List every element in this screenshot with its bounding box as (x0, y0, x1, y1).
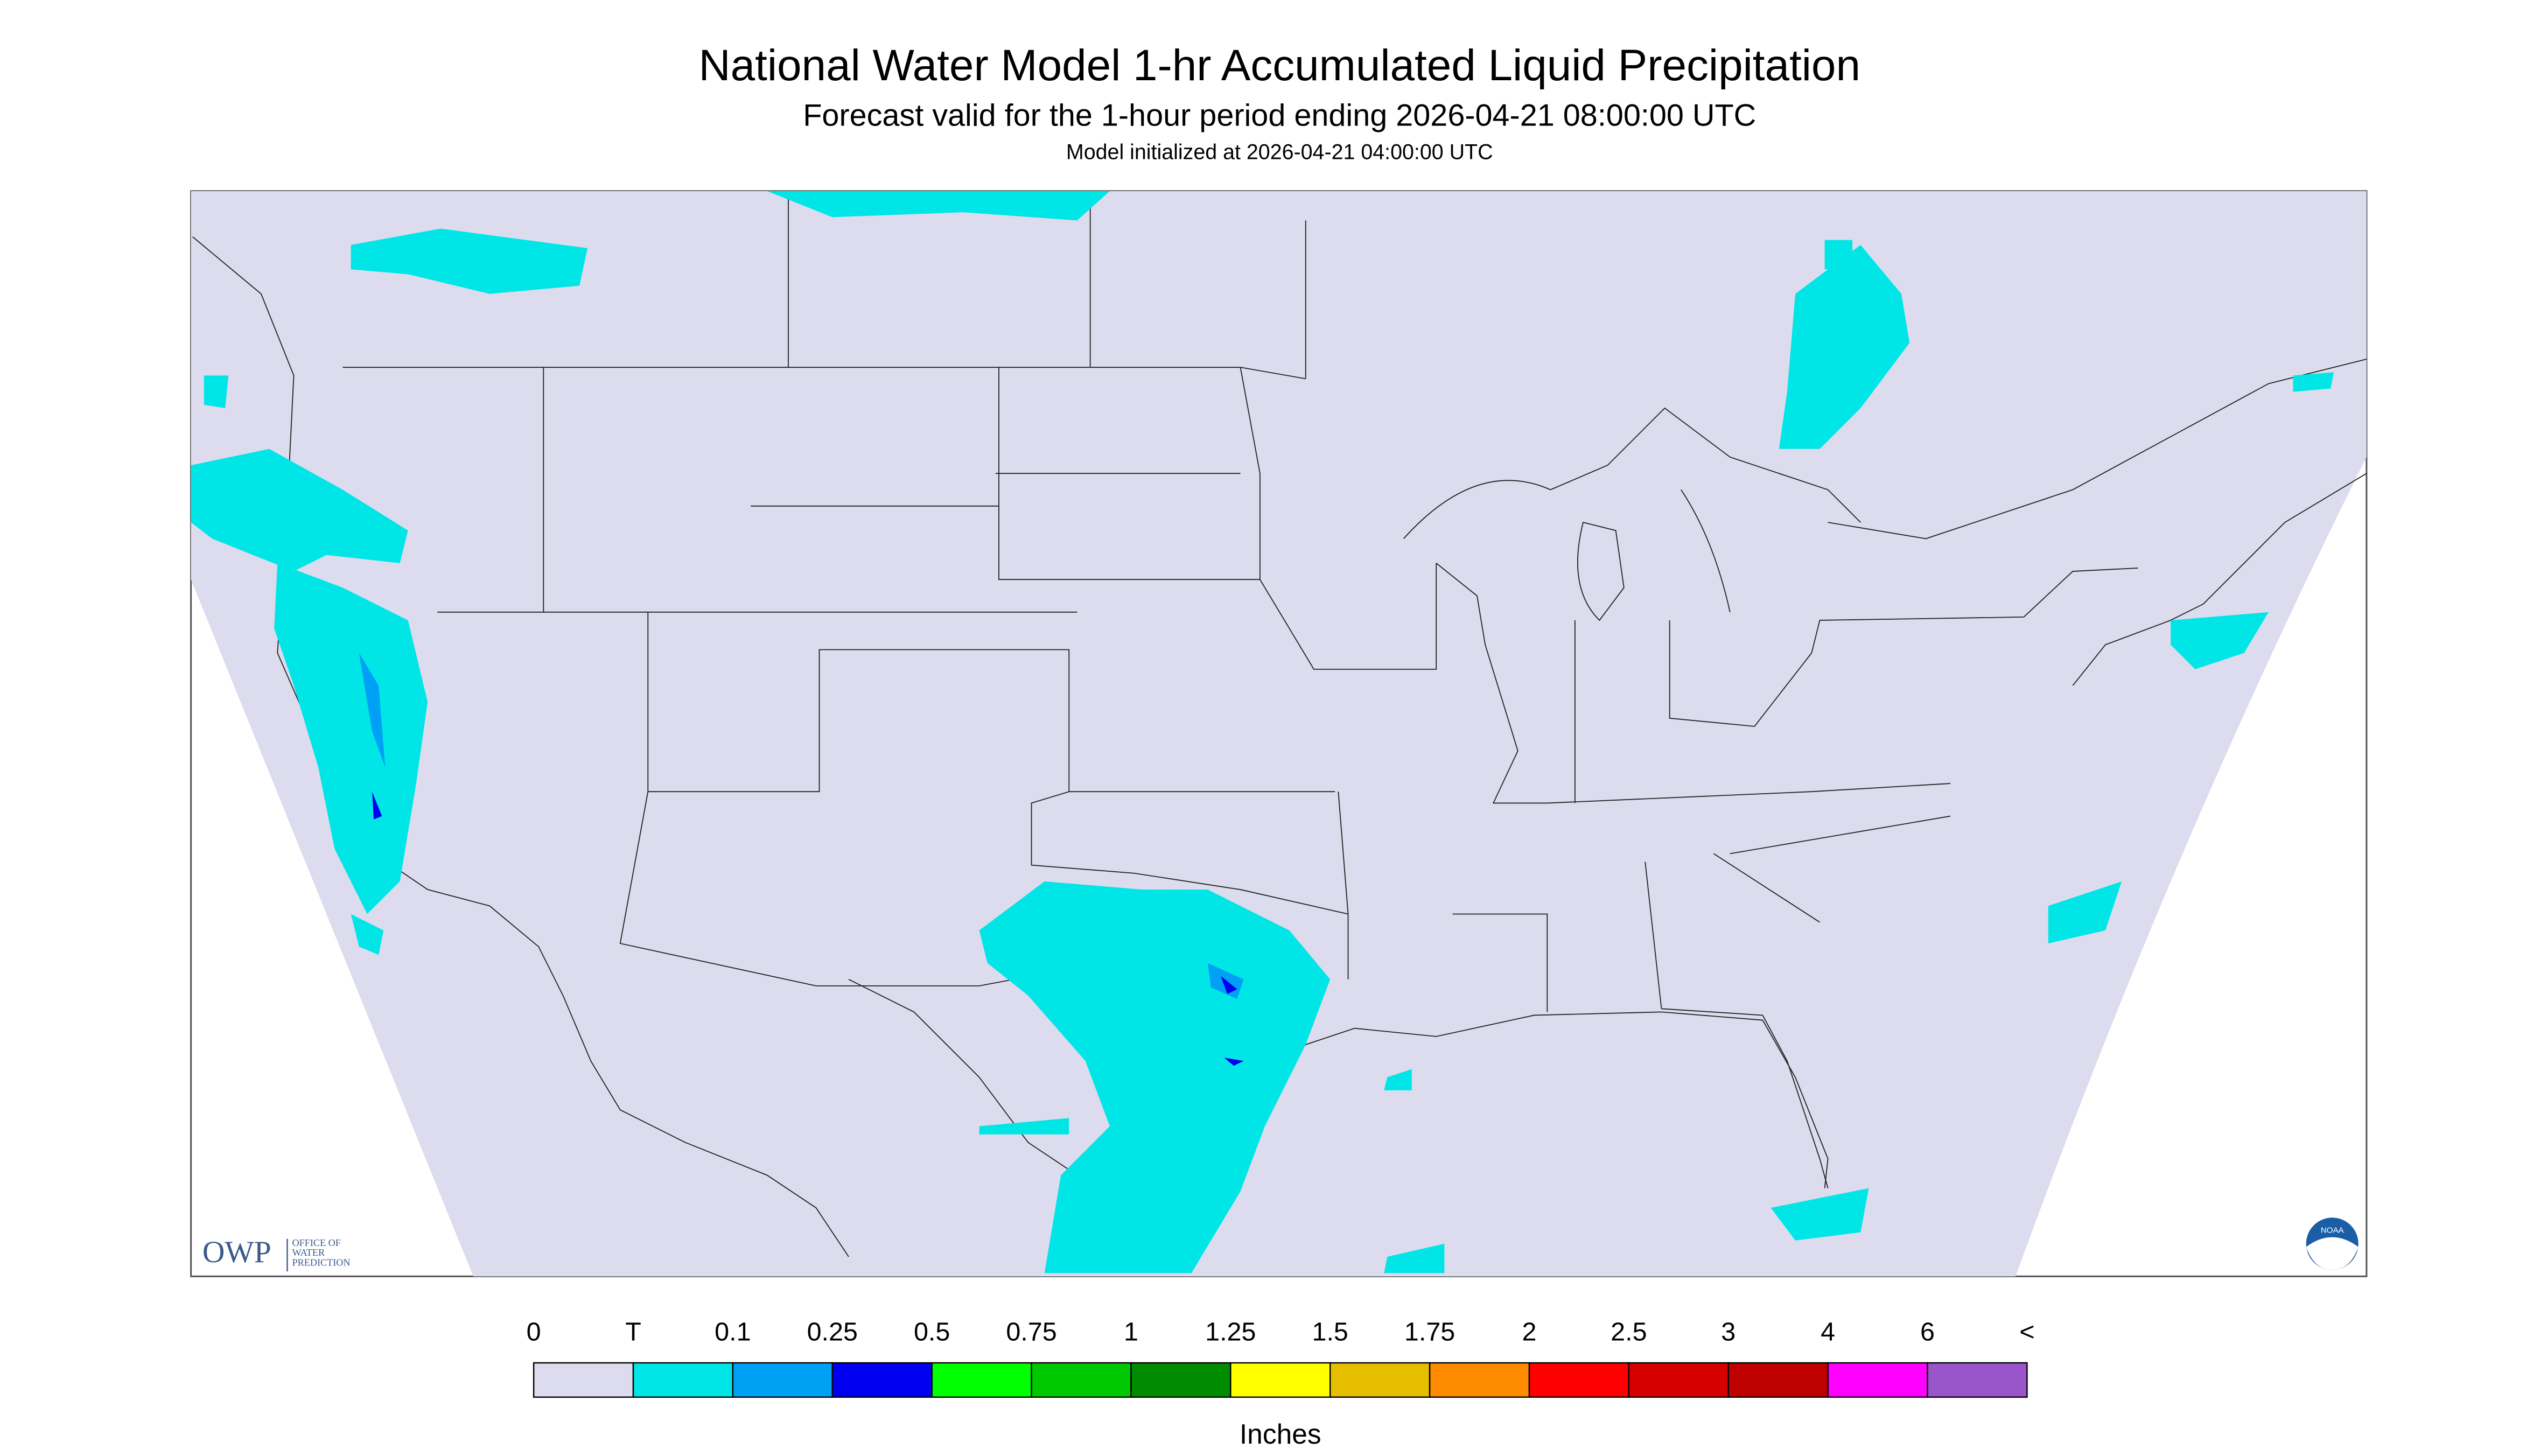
legend-swatch (533, 1362, 634, 1398)
legend-label: 0.1 (715, 1317, 751, 1346)
legend-swatch (1031, 1362, 1132, 1398)
owp-name: WATER (292, 1247, 325, 1258)
legend-label: 0 (527, 1317, 541, 1346)
legend-swatch (1130, 1362, 1231, 1398)
map: OWP OFFICE OF WATER PREDICTION NOAA (190, 190, 2368, 1277)
legend-swatch (1727, 1362, 1829, 1398)
legend-swatch (1927, 1362, 2028, 1398)
precipitation (191, 191, 2334, 1273)
legend-label: 0.5 (914, 1317, 950, 1346)
owp-logo: OWP OFFICE OF WATER PREDICTION (202, 1235, 351, 1272)
legend-label: 3 (1721, 1317, 1736, 1346)
legend-swatch (1528, 1362, 1630, 1398)
colorbar: 0 T 0.1 0.25 0.5 0.75 1 1.25 1.5 1.75 2 2.5 3 4 6 < Inch… (527, 1317, 2035, 1450)
legend-swatch (831, 1362, 933, 1398)
legend-label: 2.5 (1611, 1317, 1647, 1346)
legend-label: 1.5 (1312, 1317, 1348, 1346)
legend-label: 1 (1124, 1317, 1138, 1346)
legend-swatch (1827, 1362, 1928, 1398)
legend-swatch (632, 1362, 734, 1398)
noaa-logo: NOAA (2306, 1217, 2359, 1270)
model-domain (191, 191, 2367, 1277)
legend-label: 4 (1821, 1317, 1835, 1346)
legend-label: 2 (1522, 1317, 1536, 1346)
owp-name: OFFICE OF (292, 1237, 341, 1248)
init-time: Model initialized at 2026-04-21 04:00:00… (1066, 141, 1493, 164)
legend-label: 0.25 (807, 1317, 858, 1346)
legend-unit: Inches (1240, 1418, 1321, 1450)
owp-name: PREDICTION (292, 1257, 351, 1268)
legend-swatch (732, 1362, 833, 1398)
legend-swatch (1329, 1362, 1431, 1398)
legend-label: < (2019, 1317, 2034, 1346)
noaa-logo-text: NOAA (2321, 1226, 2345, 1235)
legend-swatch (931, 1362, 1032, 1398)
legend-label: 0.75 (1006, 1317, 1056, 1346)
legend-swatch (1628, 1362, 1729, 1398)
title: National Water Model 1-hr Accumulated Li… (699, 41, 1860, 90)
legend-swatch (1230, 1362, 1331, 1398)
legend-label: 6 (1920, 1317, 1935, 1346)
legend-label: 1.25 (1205, 1317, 1256, 1346)
subtitle: Forecast valid for the 1-hour period end… (803, 99, 1756, 133)
legend-swatch (1429, 1362, 1530, 1398)
legend-label: T (625, 1317, 641, 1346)
owp-logo-text: OWP (202, 1235, 271, 1269)
legend-label: 1.75 (1404, 1317, 1455, 1346)
